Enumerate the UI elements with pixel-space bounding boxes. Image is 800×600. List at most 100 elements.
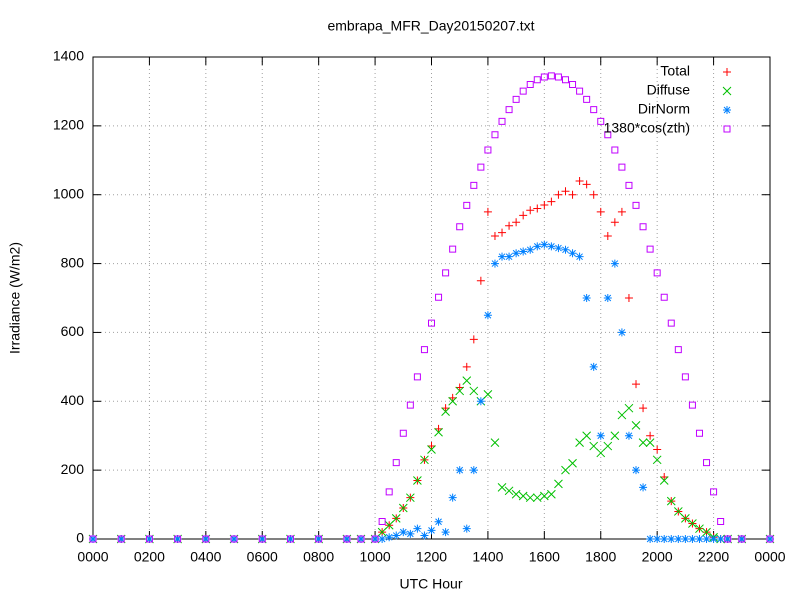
data-point (617, 207, 626, 216)
data-point (511, 489, 521, 499)
data-point (766, 535, 774, 543)
data-point (462, 376, 472, 385)
data-point (384, 520, 394, 530)
data-point (490, 259, 499, 268)
data-point (526, 206, 535, 215)
data-point (428, 319, 435, 327)
data-point (738, 535, 746, 543)
data-point (631, 421, 641, 430)
x-tick-label: 0400 (190, 549, 221, 565)
data-point (624, 403, 634, 413)
data-point (89, 535, 97, 543)
y-axis-label: Irradiance (W/m2) (7, 242, 23, 354)
data-point (462, 362, 471, 371)
data-point (456, 223, 464, 231)
x-tick-label: 0600 (247, 549, 278, 565)
data-point (462, 524, 471, 533)
y-tick-label: 200 (61, 461, 85, 477)
data-point (547, 489, 556, 499)
data-point (653, 445, 662, 454)
data-point (392, 531, 401, 540)
data-point (505, 106, 513, 114)
data-point (659, 476, 669, 485)
data-point (455, 383, 464, 392)
data-point (399, 429, 407, 437)
data-point (666, 496, 676, 506)
data-point (702, 535, 711, 543)
data-point (512, 218, 521, 227)
data-point (589, 190, 598, 199)
data-point (596, 431, 605, 440)
data-point (617, 328, 626, 337)
data-point (174, 535, 182, 543)
data-point (469, 335, 478, 344)
data-point (258, 535, 267, 543)
data-point (596, 207, 605, 216)
data-point (89, 535, 97, 543)
data-point (491, 131, 499, 139)
data-point (561, 465, 570, 475)
data-point (766, 535, 774, 543)
data-point (420, 455, 429, 465)
data-point (413, 373, 421, 381)
data-point (145, 535, 154, 543)
data-point (554, 244, 563, 253)
data-point (547, 242, 556, 251)
data-point (667, 319, 675, 327)
data-point (498, 252, 507, 261)
legend-symbol (723, 106, 731, 114)
legend-label: 1380*cos(zth) (604, 120, 690, 136)
data-point (413, 524, 422, 533)
data-point (490, 232, 499, 241)
data-point (449, 245, 457, 253)
data-point (547, 72, 555, 80)
data-point (646, 431, 655, 440)
data-point (434, 424, 443, 433)
legend-label: Diffuse (647, 82, 691, 98)
data-point (575, 438, 584, 447)
data-point (357, 535, 365, 543)
data-point (427, 445, 436, 454)
data-point (483, 207, 492, 216)
data-point (688, 519, 697, 528)
data-point (532, 493, 542, 503)
data-point (392, 459, 400, 467)
data-point (652, 455, 662, 465)
data-point (512, 95, 520, 103)
data-point (681, 373, 689, 381)
data-point (589, 362, 598, 371)
data-point (498, 117, 506, 125)
data-point (505, 252, 514, 261)
y-tick-label: 400 (61, 392, 85, 408)
data-point (315, 535, 323, 543)
data-point (639, 223, 647, 231)
y-tick-label: 1200 (53, 117, 84, 133)
data-point (405, 493, 415, 503)
data-point (519, 247, 528, 256)
data-point (518, 491, 528, 501)
data-point (625, 181, 633, 189)
data-point (561, 187, 570, 196)
x-tick-label: 0200 (134, 549, 165, 565)
data-point (610, 259, 619, 268)
data-point (343, 535, 351, 543)
data-point (385, 533, 394, 542)
data-point (624, 294, 633, 302)
data-point (583, 95, 591, 103)
data-point (603, 232, 612, 241)
legend-label: Total (660, 63, 690, 79)
data-point (448, 396, 458, 406)
data-point (575, 252, 584, 261)
data-point (371, 535, 379, 543)
y-tick-label: 1000 (53, 185, 84, 201)
data-point (554, 479, 563, 489)
data-point (646, 535, 655, 543)
x-tick-label: 1200 (416, 549, 447, 565)
data-point (639, 483, 648, 492)
data-point (391, 513, 401, 523)
data-point (533, 242, 542, 251)
data-point (674, 346, 682, 354)
data-point (639, 404, 648, 413)
data-point (695, 429, 703, 437)
data-point (442, 269, 450, 277)
